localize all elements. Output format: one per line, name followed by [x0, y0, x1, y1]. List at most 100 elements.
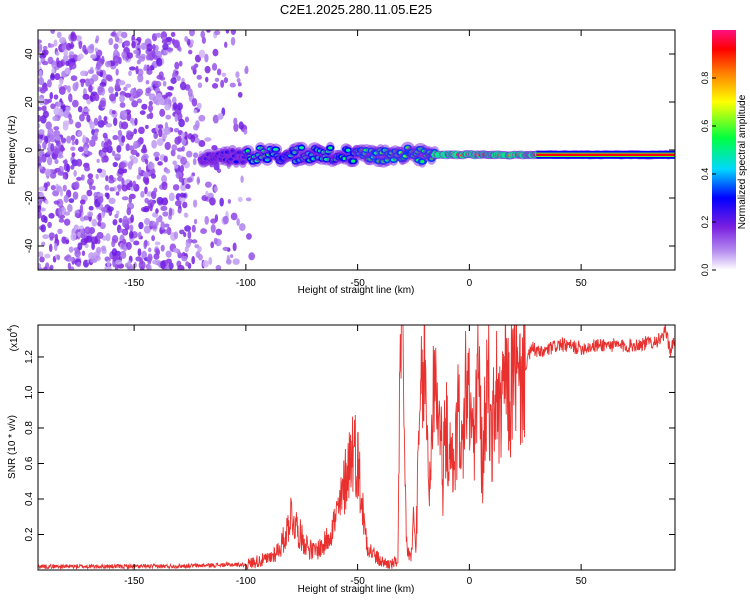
- noise-blob: [79, 204, 84, 213]
- colorbar-tick-label: 0.6: [700, 120, 710, 133]
- noise-blob: [61, 138, 66, 144]
- spectrogram-y-label: Frequency (Hz): [7, 116, 18, 185]
- noise-blob: [122, 229, 127, 235]
- noise-blob: [40, 214, 47, 223]
- noise-blob: [138, 221, 144, 230]
- noise-blob: [125, 143, 130, 152]
- noise-blob: [41, 241, 46, 247]
- noise-blob: [89, 95, 94, 101]
- noise-blob: [183, 193, 187, 198]
- noise-blob: [39, 256, 45, 263]
- noise-blob: [121, 51, 127, 59]
- snr-scale-exponent: 4: [7, 328, 14, 332]
- spectrogram-x-tick-label: 50: [576, 278, 588, 289]
- snr-x-label: Height of straight line (km): [298, 584, 415, 595]
- noise-blob: [120, 250, 127, 259]
- noise-blob: [136, 98, 143, 104]
- noise-blob: [210, 218, 217, 224]
- noise-blob: [145, 87, 152, 94]
- noise-blob: [208, 256, 213, 265]
- noise-blob: [157, 124, 164, 129]
- noise-blob: [119, 102, 126, 108]
- noise-blob: [159, 108, 166, 117]
- noise-blob: [222, 246, 229, 251]
- noise-blob: [128, 230, 134, 239]
- noise-blob: [162, 43, 169, 50]
- noise-blob: [216, 68, 222, 76]
- noise-blob: [96, 231, 104, 239]
- noise-blob: [68, 96, 73, 103]
- noise-blob: [39, 87, 47, 94]
- noise-blob: [123, 86, 128, 92]
- noise-blob: [38, 106, 42, 111]
- noise-blob: [47, 43, 55, 48]
- noise-blob: [103, 115, 108, 122]
- noise-blob: [54, 136, 62, 141]
- noise-blob: [48, 266, 53, 270]
- noise-blob: [97, 85, 104, 93]
- noise-blob: [170, 149, 176, 157]
- noise-blob: [47, 127, 54, 137]
- noise-blob: [144, 186, 148, 195]
- noise-blob: [166, 226, 172, 236]
- noise-blob: [179, 229, 185, 235]
- noise-blob: [149, 202, 153, 212]
- noise-blob: [45, 121, 52, 130]
- noise-blob: [99, 71, 103, 78]
- noise-blob: [191, 239, 198, 244]
- noise-blob: [206, 30, 211, 33]
- noise-blob: [112, 150, 116, 157]
- noise-blob: [156, 196, 164, 205]
- noise-blob: [50, 184, 56, 191]
- noise-blob: [194, 137, 200, 144]
- noise-blob: [152, 259, 159, 265]
- noise-blob: [232, 242, 237, 252]
- noise-blob: [38, 43, 43, 49]
- noise-blob: [93, 117, 99, 126]
- noise-blob: [63, 49, 68, 57]
- noise-blob: [66, 164, 71, 173]
- noise-blob: [220, 79, 225, 88]
- noise-blob: [118, 218, 123, 223]
- noise-blob: [121, 184, 129, 192]
- noise-blob: [105, 175, 109, 182]
- noise-blob: [177, 102, 183, 111]
- noise-blob: [132, 180, 137, 189]
- noise-blob: [117, 168, 125, 175]
- spectrogram-x-tick-label: -100: [236, 278, 256, 289]
- noise-blob: [172, 184, 180, 191]
- noise-blob: [63, 54, 69, 63]
- spectrogram-y-tick-label: 40: [24, 48, 35, 60]
- noise-blob: [205, 76, 209, 83]
- noise-blob: [214, 30, 221, 36]
- spectrogram-y-tick-label: -40: [24, 238, 35, 253]
- noise-blob: [155, 32, 162, 38]
- noise-blob: [133, 128, 138, 135]
- noise-blob: [54, 158, 59, 165]
- noise-blob: [64, 106, 71, 112]
- noise-blob: [126, 130, 132, 136]
- noise-blob: [170, 31, 176, 37]
- noise-blob: [161, 181, 168, 191]
- noise-blob: [107, 206, 114, 212]
- noise-blob: [153, 253, 160, 260]
- noise-blob: [77, 242, 83, 251]
- noise-blob: [145, 54, 151, 61]
- noise-blob: [144, 197, 149, 204]
- noise-blob: [155, 217, 163, 222]
- noise-blob: [71, 99, 79, 108]
- noise-blob: [162, 80, 167, 87]
- noise-blob: [115, 259, 122, 265]
- noise-blob: [79, 199, 86, 205]
- noise-blob: [62, 174, 67, 180]
- noise-blob: [189, 30, 195, 37]
- noise-blob: [136, 174, 141, 180]
- noise-blob: [151, 49, 156, 58]
- noise-blob: [38, 199, 42, 206]
- noise-blob: [165, 250, 172, 258]
- noise-blob: [116, 210, 120, 216]
- noise-blob: [54, 73, 61, 81]
- snr-x-tick-label: -100: [236, 576, 256, 587]
- noise-blob: [121, 196, 129, 201]
- noise-blob: [43, 266, 48, 270]
